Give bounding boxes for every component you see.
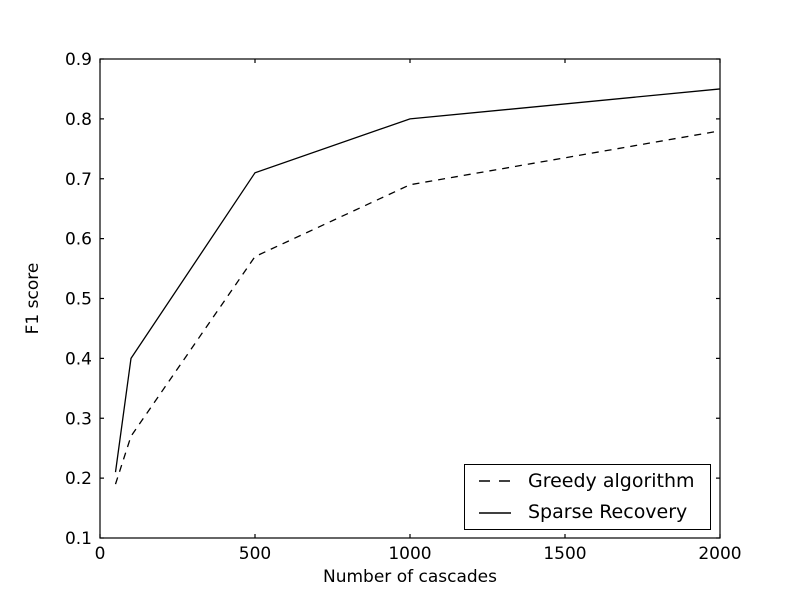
y-tick-label: 0.7 [65, 170, 92, 190]
y-axis-label: F1 score [23, 263, 43, 335]
y-tick-label: 0.8 [65, 110, 92, 130]
y-tick-label: 0.9 [65, 50, 92, 70]
y-tick-label: 0.6 [65, 230, 92, 250]
legend-item-sparse-recovery: Sparse Recovery [478, 498, 710, 528]
x-tick-label: 1500 [543, 544, 586, 564]
series-line-greedy-algorithm [114, 130, 721, 485]
y-tick-label: 0.3 [65, 409, 92, 429]
legend-label-sparse-recovery: Sparse Recovery [528, 501, 688, 524]
x-tick-label: 1000 [388, 544, 431, 564]
y-tick-label: 0.1 [65, 529, 92, 549]
y-tick-label: 0.5 [65, 290, 92, 310]
x-tick-label: 2000 [698, 544, 741, 564]
y-tick-label: 0.2 [65, 469, 92, 489]
dashed-line-sample-icon [479, 480, 511, 483]
series-line-sparse-recovery [114, 88, 721, 473]
y-tick-label: 0.4 [65, 349, 92, 369]
x-axis-label: Number of cascades [323, 567, 497, 587]
solid-line-sample-icon [479, 511, 511, 514]
x-tick-label: 500 [239, 544, 271, 564]
legend: Greedy algorithm Sparse Recovery [464, 464, 711, 530]
legend-item-greedy-algorithm: Greedy algorithm [478, 466, 710, 496]
x-tick-label: 0 [95, 544, 106, 564]
legend-label-greedy-algorithm: Greedy algorithm [528, 469, 695, 492]
